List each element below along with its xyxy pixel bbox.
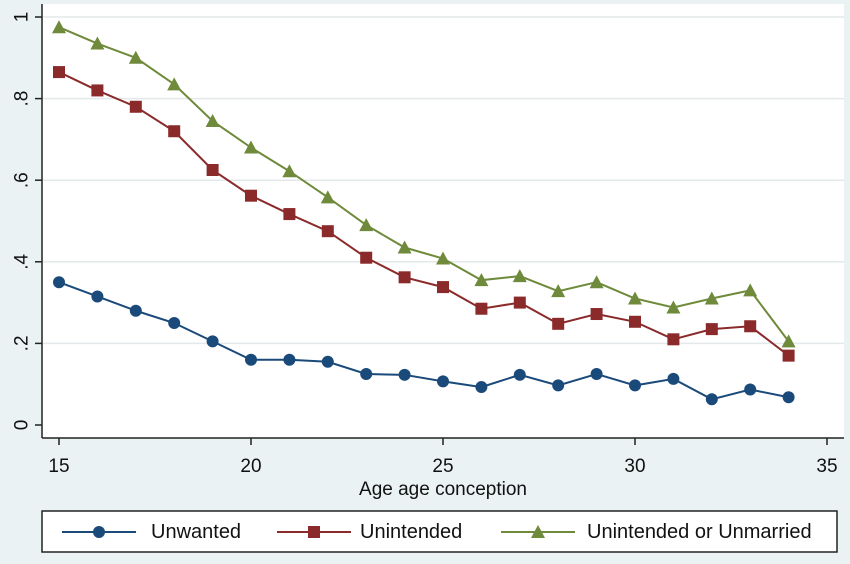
x-axis-title: Age age conception (359, 479, 527, 500)
y-tick-label: .2 (12, 335, 33, 351)
data-point-unintended (513, 296, 526, 309)
data-point-unwanted (475, 381, 488, 394)
data-point-unintended-or-unmarried (551, 284, 566, 298)
series-line-unintended-or-unmarried (58, 26, 790, 342)
data-point-unwanted (667, 372, 680, 385)
data-point-unwanted (705, 393, 718, 406)
data-point-unintended-or-unmarried (52, 20, 66, 34)
series-layer (52, 20, 796, 406)
axes: 0 .2 .4 .6 .8 1 15 20 25 30 35 (12, 4, 844, 477)
data-point-unintended (744, 320, 757, 333)
data-point-unintended-or-unmarried (474, 273, 489, 287)
data-point-unwanted (360, 368, 373, 380)
data-point-unwanted (782, 391, 795, 404)
data-point-unwanted (53, 276, 65, 289)
data-point-unwanted (321, 355, 334, 368)
data-point-unintended-or-unmarried (512, 269, 527, 283)
data-point-unintended-or-unmarried (320, 190, 335, 204)
data-point-unintended (321, 225, 334, 238)
data-point-unintended-or-unmarried (244, 140, 258, 154)
data-point-unintended (245, 189, 257, 202)
y-tick-label: 1 (12, 12, 33, 23)
data-point-unwanted (513, 368, 526, 381)
data-point-unwanted (245, 353, 257, 366)
data-point-unwanted (398, 368, 411, 381)
data-point-unintended-or-unmarried (205, 114, 220, 128)
data-point-unwanted (206, 335, 219, 348)
series-unwanted (53, 276, 795, 406)
y-tick-label: .8 (12, 91, 33, 107)
data-point-unwanted (744, 383, 757, 396)
data-point-unintended-or-unmarried (90, 36, 105, 50)
data-point-unwanted (129, 304, 142, 317)
y-tick-label: .4 (12, 253, 33, 269)
data-point-unintended (590, 308, 603, 321)
legend-marker-unintended-or-unmarried (531, 525, 545, 538)
data-point-unintended-or-unmarried (628, 291, 642, 305)
data-point-unintended (705, 323, 718, 336)
data-point-unintended (782, 349, 795, 362)
data-point-unintended-or-unmarried (128, 50, 143, 64)
data-point-unintended-or-unmarried (436, 251, 450, 265)
data-point-unintended (552, 317, 565, 330)
data-point-unintended (437, 281, 449, 294)
data-point-unintended (91, 84, 104, 97)
data-point-unwanted (552, 379, 565, 392)
data-point-unintended (206, 164, 219, 176)
data-point-unintended (283, 208, 296, 221)
data-point-unintended-or-unmarried (359, 218, 374, 232)
data-point-unwanted (283, 353, 296, 366)
x-tick-label: 15 (48, 456, 69, 477)
series-line-unwanted (58, 281, 789, 401)
data-point-unintended-or-unmarried (743, 283, 758, 297)
legend-label-unintended: Unintended (360, 521, 462, 543)
series-line-unintended (58, 71, 790, 357)
data-point-unintended-or-unmarried (282, 164, 297, 178)
legend-marker-unwanted (93, 526, 105, 538)
series-unintended-or-unmarried (52, 20, 796, 348)
data-point-unwanted (629, 379, 641, 392)
series-unintended (53, 66, 795, 362)
data-point-unintended (168, 125, 181, 138)
x-tick-label: 30 (624, 456, 645, 477)
data-point-unwanted (590, 368, 603, 380)
x-tick-label: 20 (240, 456, 261, 477)
data-point-unintended (398, 271, 411, 284)
data-point-unintended-or-unmarried (781, 334, 796, 348)
data-point-unintended-or-unmarried (167, 77, 182, 91)
y-tick-label: .6 (12, 172, 33, 188)
data-point-unintended (667, 333, 680, 346)
legend-label-unintended-or-unmarried: Unintended or Unmarried (587, 521, 812, 543)
data-point-unintended-or-unmarried (666, 300, 681, 314)
legend-box (41, 510, 838, 553)
legend: Unwanted Unintended Unintended or Unmarrie… (41, 510, 838, 553)
data-point-unwanted (168, 317, 181, 329)
data-point-unintended-or-unmarried (397, 240, 412, 254)
x-tick-label: 25 (432, 456, 453, 477)
data-point-unintended (129, 100, 142, 113)
data-point-unintended (360, 251, 373, 264)
legend-marker-unintended (308, 526, 320, 538)
data-point-unwanted (91, 290, 104, 303)
data-point-unintended (53, 66, 65, 79)
data-point-unintended-or-unmarried (704, 291, 719, 305)
x-tick-label: 35 (816, 456, 837, 477)
y-tick-label: 0 (12, 420, 33, 431)
data-point-unintended (475, 302, 488, 315)
plot-area (42, 4, 844, 438)
data-point-unintended (629, 315, 641, 328)
legend-label-unwanted: Unwanted (151, 521, 241, 543)
data-point-unintended-or-unmarried (589, 275, 604, 289)
grid (42, 16, 844, 345)
data-point-unwanted (437, 375, 449, 388)
